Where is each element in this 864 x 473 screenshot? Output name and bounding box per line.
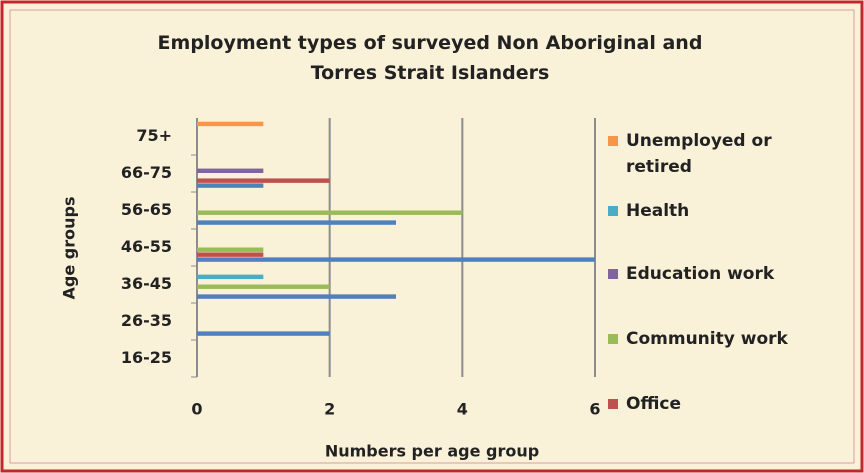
- y-axis-title: Age groups: [60, 197, 79, 300]
- x-axis-title: Numbers per age group: [325, 442, 539, 461]
- bar: [197, 257, 595, 262]
- bar: [197, 183, 264, 188]
- x-tick-label: 6: [589, 400, 600, 419]
- legend-item: Office: [608, 391, 848, 417]
- y-tick-label: 66-75: [121, 163, 172, 182]
- bar: [197, 284, 330, 289]
- y-tick-label: 46-55: [121, 237, 172, 256]
- chart-title: Employment types of surveyed Non Aborigi…: [157, 32, 703, 84]
- legend-swatch: [608, 136, 618, 146]
- x-tick-label: 4: [457, 400, 468, 419]
- bar: [197, 247, 264, 252]
- y-tick-label: 75+: [136, 126, 172, 145]
- y-tick-label: 36-45: [121, 274, 172, 293]
- y-tick-label: 26-35: [121, 311, 172, 330]
- legend-item: Community work: [608, 326, 848, 352]
- y-tick-label: 16-25: [121, 348, 172, 367]
- bar: [197, 178, 330, 183]
- bar: [197, 121, 264, 127]
- legend-label: Unemployed or retired: [626, 131, 772, 177]
- bar: [197, 274, 264, 280]
- bar: [197, 168, 264, 173]
- legend-swatch: [608, 206, 618, 216]
- legend-label: Education work: [626, 264, 775, 284]
- x-tick-label: 2: [324, 400, 335, 419]
- bar: [197, 331, 330, 336]
- legend-item: Education work: [608, 261, 848, 287]
- legend-swatch: [608, 269, 618, 279]
- y-tick-label: 56-65: [121, 200, 172, 219]
- x-tick-label: 0: [191, 400, 202, 419]
- legend-item: Health: [608, 198, 848, 224]
- legend-label: Community work: [626, 329, 788, 349]
- legend-item: Unemployed or retired: [608, 128, 848, 180]
- chart-inner-border: [9, 9, 855, 464]
- legend-label: Office: [626, 394, 682, 414]
- bar: [197, 294, 396, 299]
- legend-label: Health: [626, 201, 690, 221]
- legend-swatch: [608, 334, 618, 344]
- bar: [197, 252, 264, 257]
- legend-swatch: [608, 399, 618, 409]
- title-box: Employment types of surveyed Non Aborigi…: [157, 32, 703, 84]
- bar: [197, 210, 463, 215]
- bar: [197, 220, 396, 225]
